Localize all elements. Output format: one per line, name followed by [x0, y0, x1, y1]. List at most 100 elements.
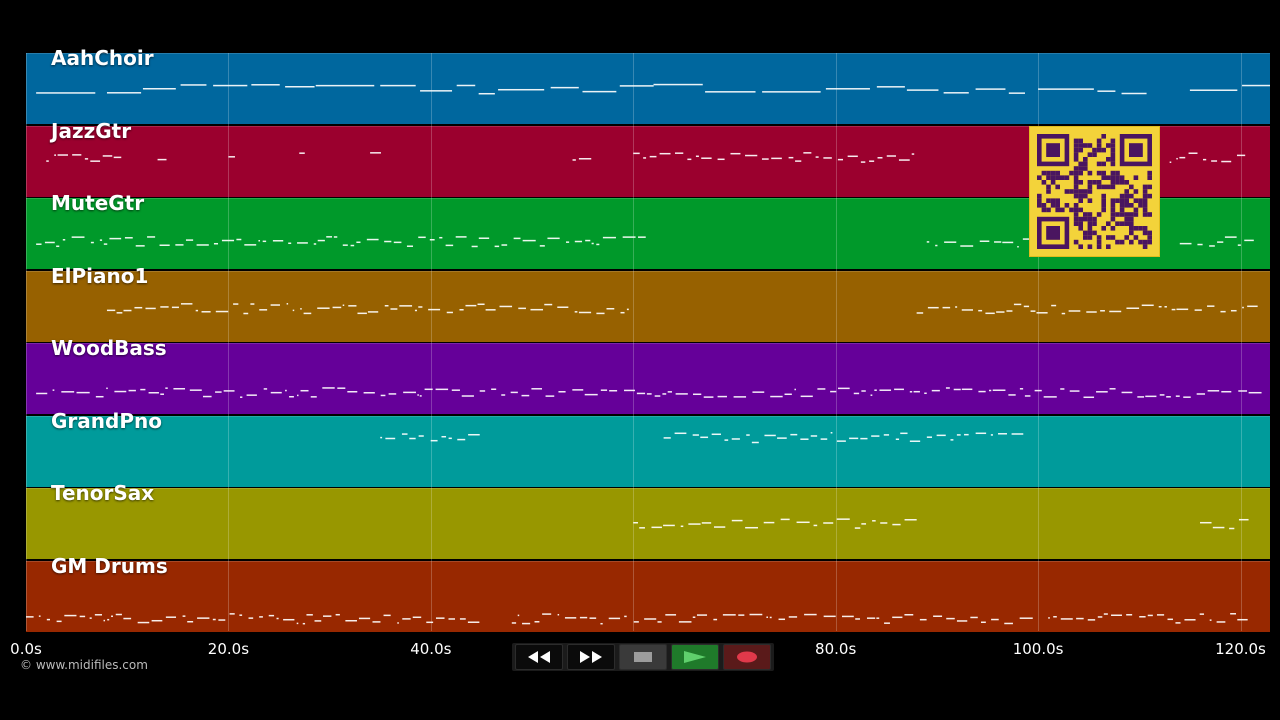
- play-button[interactable]: [671, 644, 719, 670]
- note: [283, 618, 295, 620]
- note: [761, 157, 769, 160]
- note: [944, 241, 957, 243]
- note: [335, 613, 340, 615]
- track-name: TenorSax: [51, 481, 155, 505]
- note: [1220, 310, 1226, 312]
- note: [1006, 309, 1013, 312]
- note: [185, 239, 194, 241]
- note: [467, 620, 480, 623]
- note: [46, 618, 50, 620]
- note: [810, 434, 818, 437]
- note: [892, 616, 903, 618]
- track-lane-aahchoir[interactable]: AahChoir: [26, 46, 1270, 124]
- note: [461, 395, 474, 397]
- note: [95, 395, 104, 398]
- note: [1022, 238, 1031, 240]
- note: [140, 388, 146, 391]
- note: [303, 312, 312, 314]
- note: [956, 619, 968, 622]
- note: [638, 236, 646, 238]
- note: [1103, 612, 1108, 615]
- note: [1100, 309, 1105, 312]
- note: [137, 621, 150, 623]
- note: [542, 612, 552, 615]
- note: [1211, 159, 1218, 162]
- note: [84, 157, 89, 160]
- note: [892, 523, 901, 526]
- note: [578, 157, 592, 160]
- note: [764, 434, 776, 436]
- note: [696, 613, 708, 616]
- note: [855, 617, 861, 620]
- note: [975, 88, 1006, 90]
- note: [572, 158, 576, 161]
- note: [418, 434, 424, 437]
- note: [1237, 618, 1248, 620]
- note: [936, 434, 946, 436]
- note: [478, 237, 490, 239]
- note: [1169, 160, 1172, 163]
- note: [572, 389, 584, 391]
- note: [363, 392, 375, 394]
- note: [565, 241, 570, 243]
- note: [953, 388, 961, 391]
- record-button[interactable]: [723, 644, 771, 670]
- note: [874, 389, 877, 391]
- note: [1158, 305, 1162, 307]
- note: [877, 156, 883, 159]
- track-name: AahChoir: [51, 46, 154, 70]
- track-name: ElPiano1: [51, 263, 149, 288]
- stop-button[interactable]: [619, 644, 667, 670]
- note: [187, 620, 194, 622]
- note: [1109, 388, 1116, 390]
- track-lane-tenorsax[interactable]: TenorSax: [26, 481, 1270, 559]
- note: [213, 84, 248, 87]
- note: [1202, 158, 1207, 160]
- note: [1053, 615, 1057, 618]
- note: [558, 391, 566, 393]
- note: [420, 90, 453, 92]
- note: [72, 153, 82, 156]
- note: [501, 244, 508, 246]
- note: [836, 518, 850, 520]
- track-lane-woodbass[interactable]: WoodBass: [26, 336, 1270, 414]
- note: [383, 614, 391, 616]
- fast-forward-button[interactable]: [567, 644, 615, 670]
- note: [876, 616, 880, 619]
- note: [44, 241, 55, 244]
- note: [478, 92, 495, 95]
- note: [409, 437, 416, 439]
- note: [248, 616, 254, 619]
- note: [429, 238, 435, 241]
- note: [270, 303, 280, 306]
- note: [1019, 388, 1024, 390]
- note: [426, 621, 434, 623]
- rewind-button[interactable]: [515, 644, 563, 670]
- note: [790, 433, 798, 435]
- track-lane-gm-drums[interactable]: GM Drums: [26, 554, 1270, 632]
- note: [1139, 615, 1146, 618]
- note: [448, 437, 452, 439]
- note: [626, 308, 629, 310]
- note: [989, 389, 992, 392]
- note: [883, 433, 890, 436]
- note: [233, 302, 239, 305]
- note: [606, 307, 615, 310]
- track-lane-elpiano1[interactable]: ElPiano1: [26, 264, 1270, 342]
- note: [956, 433, 961, 436]
- note: [1189, 89, 1238, 91]
- note: [380, 394, 386, 397]
- note: [674, 151, 684, 154]
- note: [79, 615, 86, 617]
- note: [596, 312, 605, 314]
- track-lane-grandpno[interactable]: GrandPno: [26, 409, 1270, 487]
- note: [942, 306, 951, 308]
- note: [530, 308, 544, 310]
- note: [547, 237, 560, 240]
- note: [1004, 622, 1013, 624]
- note: [1036, 311, 1048, 314]
- note: [815, 155, 819, 158]
- note: [435, 616, 445, 619]
- note: [596, 243, 600, 246]
- note: [1207, 304, 1215, 307]
